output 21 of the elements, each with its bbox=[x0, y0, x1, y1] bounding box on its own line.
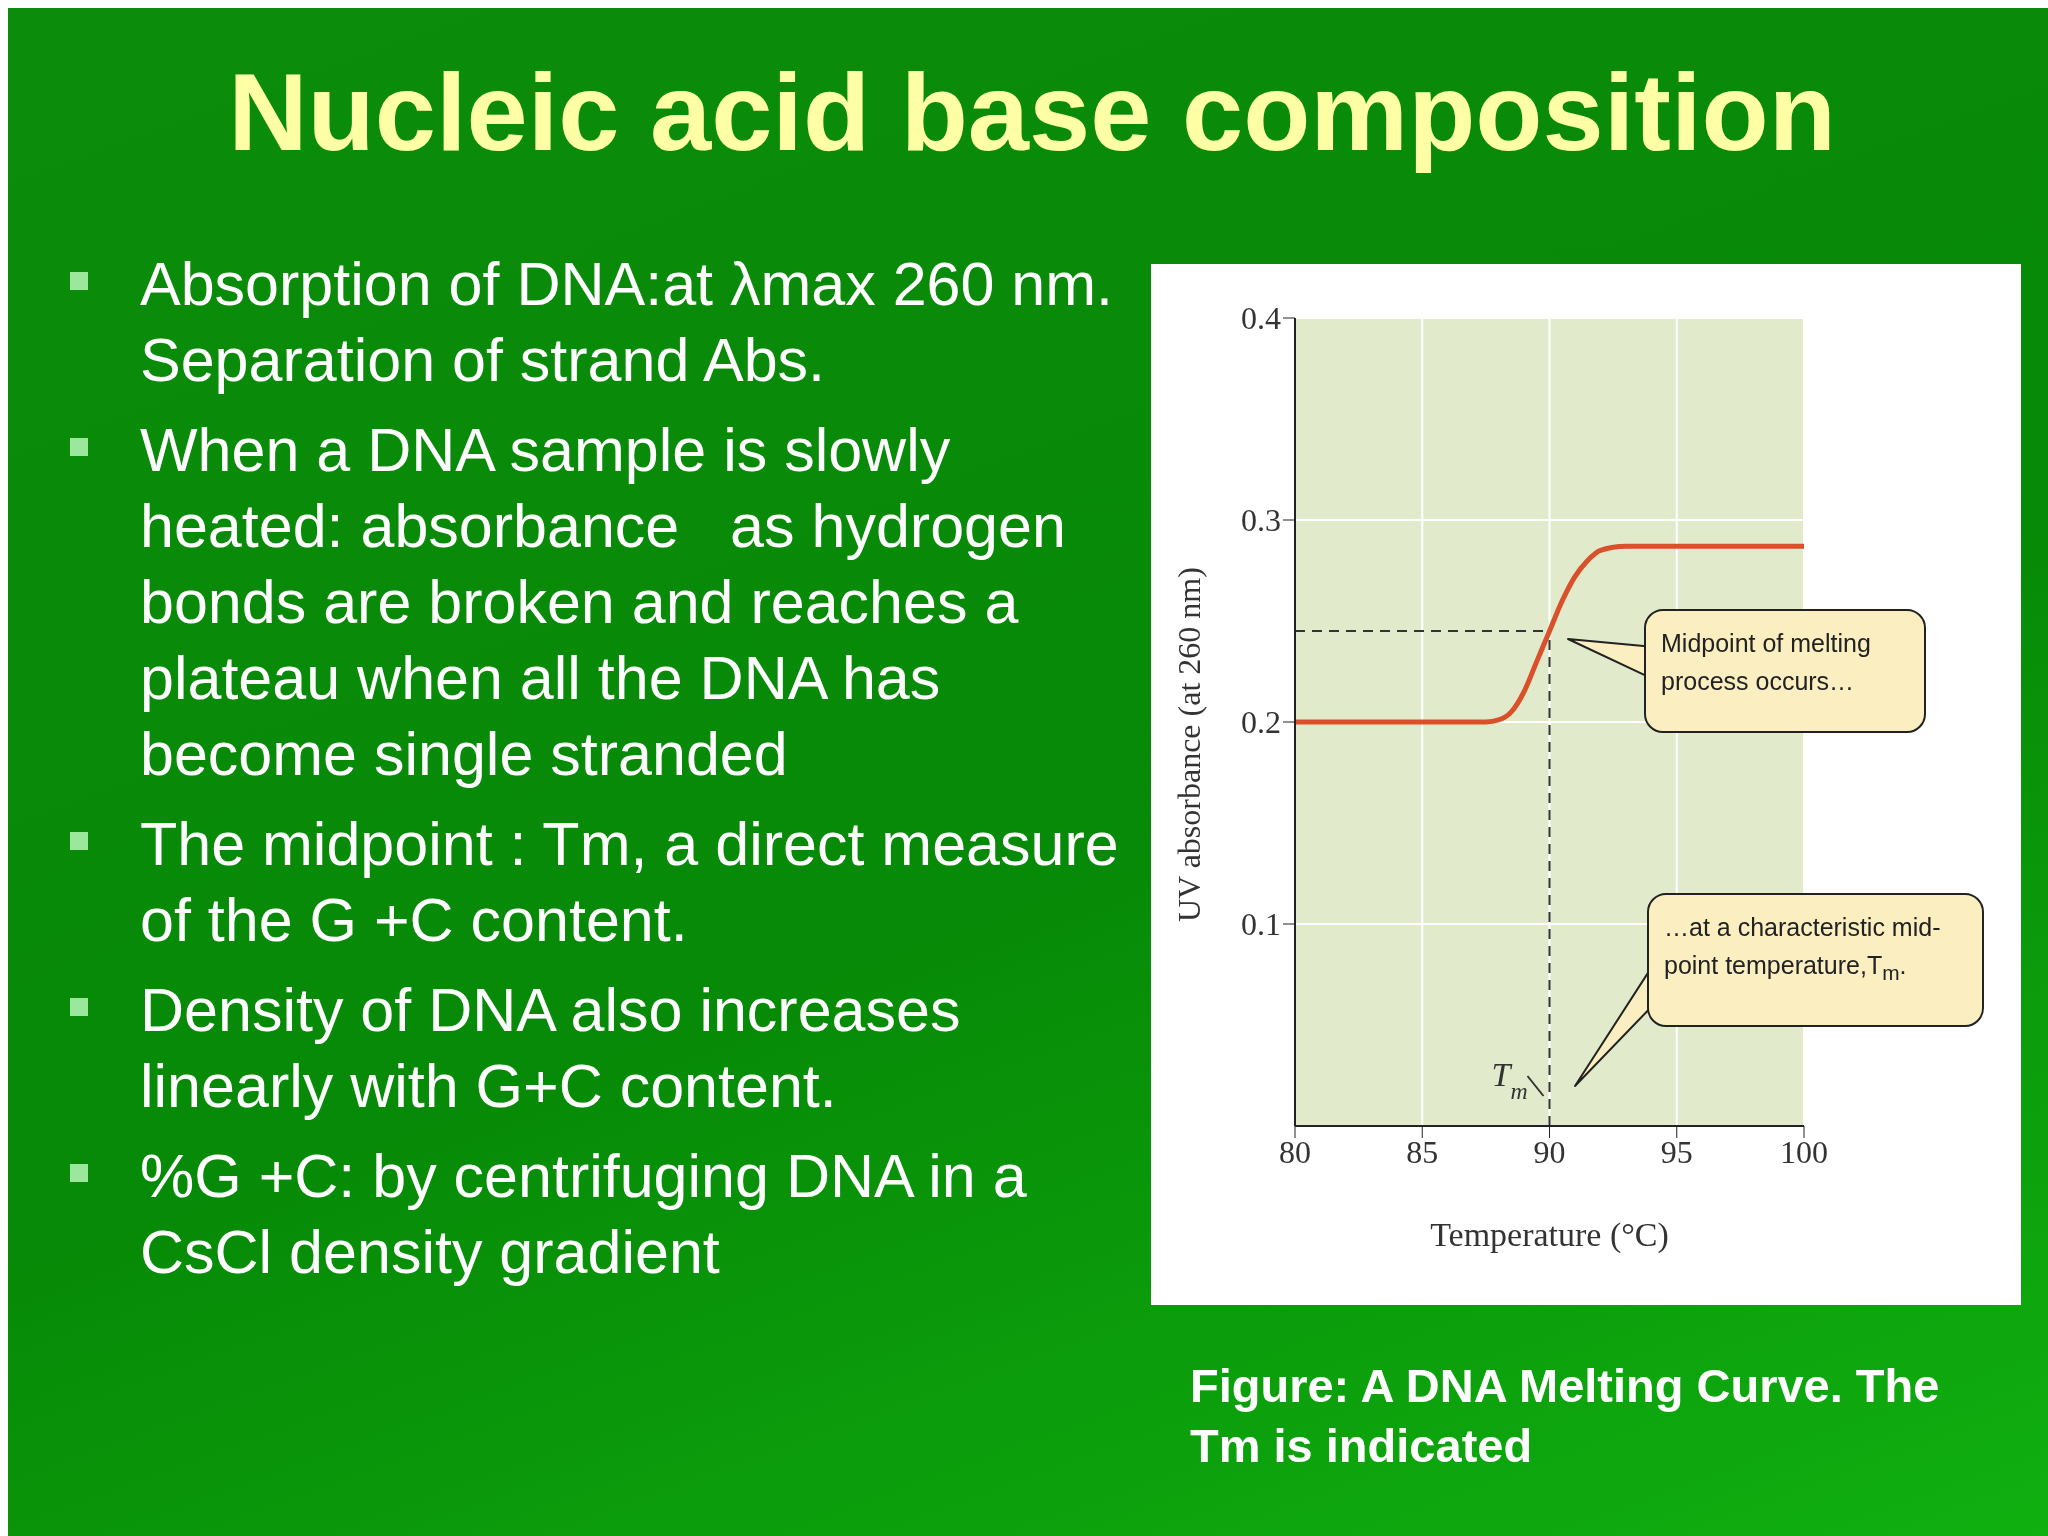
text: Figure: A DNA Melting Curve. The Tm is indicated bbox=[1190, 1358, 1941, 1474]
x-tick-label: 90 bbox=[1533, 1133, 1566, 1170]
chart-title: Nucleic acid base composition bbox=[227, 49, 1837, 175]
y-tick-label: 0.3 bbox=[1241, 502, 1281, 539]
x-axis-title: Temperature (°C) bbox=[1430, 1216, 1669, 1254]
text: Absorption of DNA:at λmax 260 nm. Separation of strand Abs. bbox=[140, 250, 1115, 394]
x-tick-label: 80 bbox=[1279, 1133, 1311, 1170]
y-tick-label: 0.2 bbox=[1241, 704, 1281, 741]
annotation: …at a characteristic mid-point temperature,T$_{m}$. bbox=[1663, 912, 1942, 986]
y-axis-title: UV absorbance (at 260 nm) bbox=[1171, 567, 1208, 922]
x-tick-label: 95 bbox=[1660, 1133, 1693, 1170]
text: Density of DNA also increases linearly with G+C content. bbox=[140, 976, 962, 1120]
x-tick-label: 85 bbox=[1406, 1133, 1439, 1170]
annotation: Midpoint of melting process occurs… bbox=[1660, 628, 1872, 697]
text: %G +C: by centrifuging DNA in a CsCl density gradient bbox=[140, 1142, 1028, 1286]
text: When a DNA sample is slowly heated: absorbance as hydrogen bonds are broken and reaches a plateau when all the DNA has become single stranded bbox=[140, 416, 1067, 788]
y-tick-label: 0.4 bbox=[1241, 300, 1281, 337]
x-tick-label: 100 bbox=[1780, 1133, 1828, 1170]
ref-line-label: T$_{m}$ bbox=[1491, 1056, 1528, 1104]
y-tick-label: 0.1 bbox=[1241, 906, 1281, 943]
text: The midpoint : Tm, a direct measure of the G +C content. bbox=[140, 810, 1120, 954]
